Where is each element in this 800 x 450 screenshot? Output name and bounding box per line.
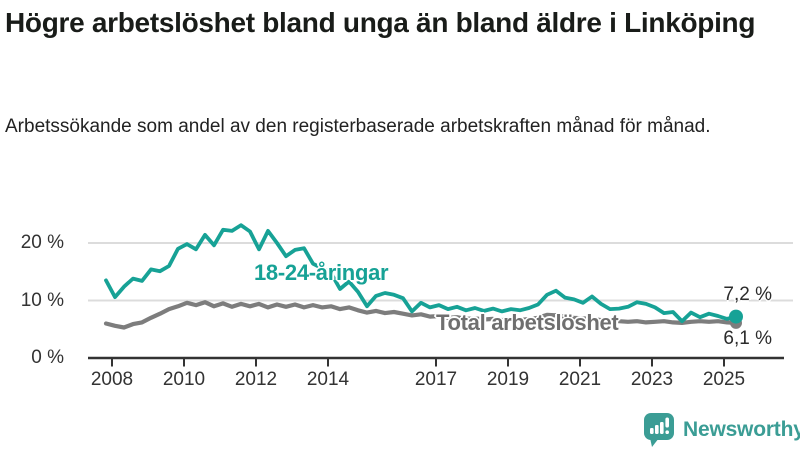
- end-value-label-total: 6,1 %: [723, 328, 772, 349]
- x-axis-label: 2010: [162, 369, 206, 390]
- series-label-total: Total arbetslöshet: [436, 310, 619, 335]
- newsworthy-logo[interactable]: Newsworthy: [643, 411, 800, 449]
- series-line-total: [103, 300, 739, 330]
- series-line-youth: [104, 223, 738, 324]
- y-axis-label: 0 %: [31, 347, 64, 368]
- newsworthy-logo-text: Newsworthy: [683, 418, 800, 441]
- newsworthy-logo-icon: [644, 413, 674, 447]
- x-axis-label: 2014: [306, 369, 350, 390]
- x-axis-label: 2017: [414, 369, 458, 390]
- y-axis-label: 20 %: [20, 232, 64, 253]
- series-label-youth: 18-24-åringar: [254, 260, 389, 285]
- x-axis-label: 2019: [486, 369, 530, 390]
- end-value-label-youth: 7,2 %: [723, 284, 772, 305]
- x-axis-label: 2023: [630, 369, 674, 390]
- y-axis-label: 10 %: [20, 289, 64, 311]
- chart-subtitle: Arbetssökande som andel av den registerb…: [5, 116, 711, 137]
- x-axis-label: 2008: [90, 369, 134, 390]
- end-dot-youth: [729, 309, 743, 324]
- x-axis-label: 2012: [234, 369, 278, 390]
- x-axis-label: 2021: [558, 369, 602, 390]
- chart-title: Högre arbetslöshet bland unga än bland ä…: [5, 7, 756, 38]
- x-axis-label: 2025: [702, 369, 746, 390]
